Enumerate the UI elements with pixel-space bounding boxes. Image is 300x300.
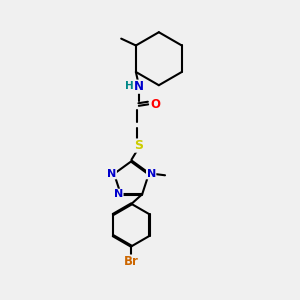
Text: N: N xyxy=(114,189,123,199)
Text: N: N xyxy=(134,80,144,93)
Text: N: N xyxy=(147,169,156,179)
Text: S: S xyxy=(134,139,143,152)
Text: Br: Br xyxy=(124,255,139,268)
Text: O: O xyxy=(150,98,160,111)
Text: N: N xyxy=(107,169,116,179)
Text: H: H xyxy=(125,81,134,91)
